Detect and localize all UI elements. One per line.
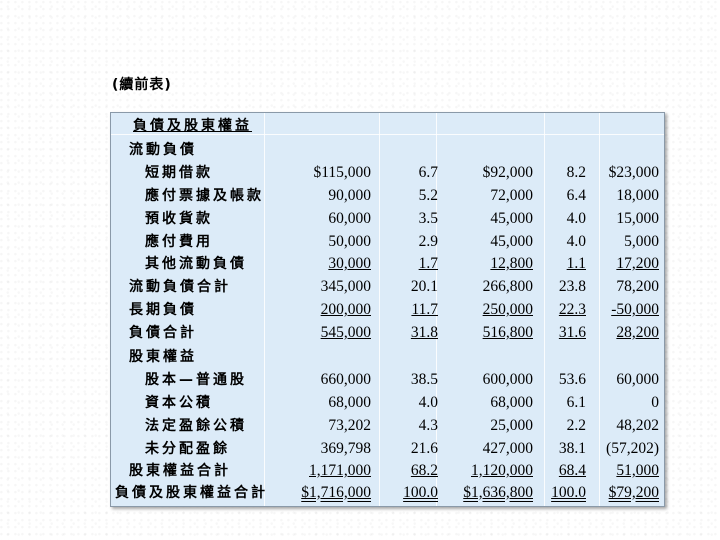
row-divider <box>111 134 664 135</box>
column-divider <box>544 113 545 506</box>
cell-prior-amount: 266,800 <box>482 278 533 295</box>
cell-prior-amount: 45,000 <box>490 233 533 250</box>
cell-current-amount: $115,000 <box>313 164 371 181</box>
cell-current-percent: 4.0 <box>418 394 438 411</box>
cell-prior-amount: 72,000 <box>490 187 533 204</box>
cell-current-amount: 345,000 <box>320 278 371 295</box>
cell-current-percent: 5.2 <box>418 187 438 204</box>
cell-prior-percent: 31.6 <box>558 324 586 341</box>
cell-prior-percent: 22.3 <box>558 301 586 318</box>
cell-prior-percent: 68.4 <box>558 462 586 479</box>
cell-prior-percent: 100.0 <box>551 484 586 501</box>
cell-prior-amount: 45,000 <box>490 210 533 227</box>
cell-prior-percent: 53.6 <box>558 371 586 388</box>
cell-current-amount: 545,000 <box>320 324 371 341</box>
cell-change-amount: 60,000 <box>616 371 659 388</box>
cell-current-percent: 1.7 <box>418 255 438 272</box>
cell-current-amount: 200,000 <box>320 301 371 318</box>
cell-current-percent: 100.0 <box>403 484 438 501</box>
row-label: 負債合計 <box>129 325 197 341</box>
cell-current-amount: 1,171,000 <box>309 462 371 479</box>
cell-change-amount: 51,000 <box>616 462 659 479</box>
cell-prior-percent: 1.1 <box>566 255 586 272</box>
cell-prior-amount: 250,000 <box>482 301 533 318</box>
row-label: 應付費用 <box>145 234 213 250</box>
cell-change-amount: 48,202 <box>616 417 659 434</box>
cell-current-amount: 369,798 <box>320 440 371 457</box>
cell-current-amount: $1,716,000 <box>301 484 371 501</box>
cell-current-percent: 68.2 <box>410 462 438 479</box>
cell-current-percent: 11.7 <box>411 301 438 318</box>
cell-change-amount: 28,200 <box>616 324 659 341</box>
cell-current-amount: 50,000 <box>328 233 371 250</box>
cell-prior-percent: 38.1 <box>558 440 586 457</box>
row-label: 負債及股東權益合計 <box>115 485 268 501</box>
cell-prior-amount: 68,000 <box>490 394 533 411</box>
cell-prior-percent: 4.0 <box>566 210 586 227</box>
cell-change-amount: (57,202) <box>606 440 659 457</box>
row-label: 預收貨款 <box>145 211 213 227</box>
cell-current-percent: 6.7 <box>418 164 438 181</box>
cell-current-amount: 660,000 <box>320 371 371 388</box>
row-label: 資本公積 <box>145 395 213 411</box>
row-label: 其他流動負債 <box>145 256 247 272</box>
cell-current-percent: 2.9 <box>418 233 438 250</box>
cell-current-amount: 60,000 <box>328 210 371 227</box>
cell-current-amount: 90,000 <box>328 187 371 204</box>
cell-current-amount: 73,202 <box>328 417 371 434</box>
cell-prior-percent: 2.2 <box>566 417 586 434</box>
section-header: 負債及股東權益 <box>133 118 252 134</box>
row-label: 股本—普通股 <box>145 372 247 388</box>
row-label: 股東權益 <box>129 349 197 365</box>
cell-prior-percent: 4.0 <box>566 233 586 250</box>
cell-change-amount: 17,200 <box>616 255 659 272</box>
cell-prior-amount: 427,000 <box>482 440 533 457</box>
continued-label: (續前表) <box>112 77 172 93</box>
cell-change-amount: 18,000 <box>616 187 659 204</box>
cell-prior-amount: 516,800 <box>482 324 533 341</box>
cell-prior-amount: 12,800 <box>490 255 533 272</box>
row-label: 流動負債合計 <box>129 279 231 295</box>
cell-prior-amount: 25,000 <box>490 417 533 434</box>
column-divider <box>599 113 600 506</box>
cell-current-percent: 21.6 <box>410 440 438 457</box>
row-label: 應付票據及帳款 <box>145 188 264 204</box>
cell-current-amount: 30,000 <box>328 255 371 272</box>
cell-change-amount: 15,000 <box>616 210 659 227</box>
cell-current-percent: 31.8 <box>410 324 438 341</box>
cell-change-amount: 78,200 <box>616 278 659 295</box>
cell-prior-amount: $92,000 <box>482 164 533 181</box>
cell-change-amount: $79,200 <box>608 484 659 501</box>
cell-prior-percent: 6.4 <box>566 187 586 204</box>
cell-current-percent: 4.3 <box>418 417 438 434</box>
row-label: 未分配盈餘 <box>145 441 230 457</box>
column-divider <box>379 113 380 506</box>
cell-change-amount: 5,000 <box>624 233 659 250</box>
cell-current-amount: 68,000 <box>328 394 371 411</box>
column-divider <box>436 113 437 506</box>
cell-prior-amount: 1,120,000 <box>471 462 533 479</box>
row-label: 短期借款 <box>145 165 213 181</box>
row-label: 法定盈餘公積 <box>145 418 247 434</box>
cell-change-amount: 0 <box>651 394 659 411</box>
row-label: 長期負債 <box>129 302 197 318</box>
row-label: 流動負債 <box>129 142 197 158</box>
cell-change-amount: $23,000 <box>608 164 659 181</box>
cell-prior-amount: 600,000 <box>482 371 533 388</box>
row-label: 股東權益合計 <box>129 463 231 479</box>
column-divider <box>264 113 265 506</box>
cell-current-percent: 20.1 <box>410 278 438 295</box>
cell-prior-percent: 8.2 <box>566 164 586 181</box>
cell-prior-percent: 23.8 <box>558 278 586 295</box>
cell-current-percent: 3.5 <box>418 210 438 227</box>
cell-prior-percent: 6.1 <box>566 394 586 411</box>
cell-prior-amount: $1,636,800 <box>463 484 533 501</box>
cell-current-percent: 38.5 <box>410 371 438 388</box>
cell-change-amount: -50,000 <box>611 301 659 318</box>
balance-sheet-table: 負債及股東權益 流動負債 短期借款 $115,000 6.7 $92,000 8… <box>110 112 665 507</box>
